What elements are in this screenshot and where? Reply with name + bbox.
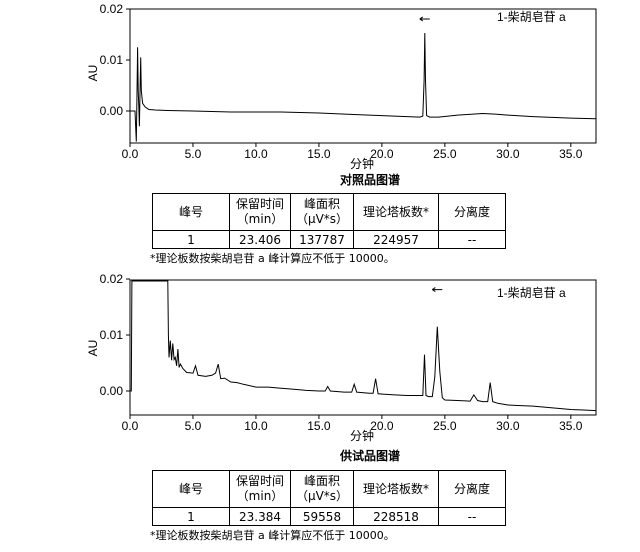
- x-tick-label: 10.0: [244, 419, 268, 433]
- header-retention-time: 保留时间 （min）: [229, 193, 291, 231]
- x-tick-label: 15.0: [307, 419, 331, 433]
- table-cell: 1: [152, 230, 230, 249]
- x-axis-label: 分钟: [350, 156, 374, 171]
- x-tick-label: 30.0: [496, 147, 520, 161]
- x-tick-label: 20.0: [370, 419, 394, 433]
- trace-line: [130, 280, 597, 412]
- table-cell: 23.384: [229, 507, 291, 526]
- x-tick-label: 25.0: [433, 419, 457, 433]
- y-tick-label: 0.00: [100, 104, 124, 118]
- x-tick-label: 5.0: [185, 419, 202, 433]
- x-tick-label: 0.0: [122, 419, 139, 433]
- x-tick-label: 5.0: [185, 147, 202, 161]
- sample-results-table: 峰号 保留时间 （min） 峰面积 （μV*s） 理论塔板数* 分离度 1 23…: [152, 470, 506, 526]
- x-tick-label: 25.0: [433, 147, 457, 161]
- plot-frame: [129, 279, 597, 416]
- reference-table-note: *理论板数按柴胡皂苷 a 峰计算应不低于 10000。: [150, 252, 395, 265]
- x-tick-label: 10.0: [244, 147, 268, 161]
- table-cell: 224957: [353, 230, 439, 249]
- table-cell: --: [438, 507, 506, 526]
- table-cell: 59558: [290, 507, 354, 526]
- y-tick-label: 0.01: [100, 328, 124, 342]
- y-tick-label: 0.02: [100, 272, 124, 286]
- table-cell: --: [438, 230, 506, 249]
- x-tick-label: 30.0: [496, 419, 520, 433]
- header-peak-area: 峰面积 （μV*s）: [290, 470, 354, 508]
- sample-table-note: *理论板数按柴胡皂苷 a 峰计算应不低于 10000。: [150, 529, 395, 542]
- peak-marker-arrow: [419, 16, 430, 22]
- reference-chart-caption: 对照品图谱: [339, 173, 400, 187]
- table-cell: 1: [152, 507, 230, 526]
- y-tick-label: 0.01: [100, 53, 124, 67]
- table-cell: 23.406: [229, 230, 291, 249]
- reference-chromatogram: 0.0 5.0 10.0 15.0 20.0 25.0 30.0 35.0 0.00 0.01 0.…: [86, 2, 597, 171]
- sample-chart-caption: 供试品图谱: [339, 449, 400, 463]
- x-tick-label: 35.0: [559, 419, 583, 433]
- header-peak-no: 峰号: [152, 470, 230, 508]
- x-tick-label: 15.0: [307, 147, 331, 161]
- x-tick-label: 20.0: [370, 147, 394, 161]
- header-theoretical-plates: 理论塔板数*: [353, 193, 439, 231]
- peak-legend-label: 1-柴胡皂苷 a: [497, 286, 566, 300]
- header-resolution: 分离度: [438, 193, 506, 231]
- plot-frame: [129, 8, 597, 144]
- header-resolution: 分离度: [438, 470, 506, 508]
- y-tick-label: 0.00: [100, 384, 124, 398]
- header-theoretical-plates: 理论塔板数*: [353, 470, 439, 508]
- trace-line: [130, 32, 597, 142]
- y-axis-label: AU: [86, 340, 100, 357]
- x-tick-label: 35.0: [559, 147, 583, 161]
- reference-results-table: 峰号 保留时间 （min） 峰面积 （μV*s） 理论塔板数* 分离度 1 23…: [152, 193, 506, 249]
- y-tick-label: 0.02: [100, 2, 124, 16]
- peak-legend-label: 1-柴胡皂苷 a: [497, 10, 566, 24]
- peak-marker-arrow: [432, 287, 443, 293]
- x-axis-label: 分钟: [350, 428, 374, 443]
- header-peak-no: 峰号: [152, 193, 230, 231]
- header-retention-time: 保留时间 （min）: [229, 470, 291, 508]
- table-cell: 228518: [353, 507, 439, 526]
- header-peak-area: 峰面积 （μV*s）: [290, 193, 354, 231]
- table-cell: 137787: [290, 230, 354, 249]
- x-tick-label: 0.0: [122, 147, 139, 161]
- y-axis-label: AU: [86, 65, 100, 82]
- sample-chromatogram: 0.0 5.0 10.0 15.0 20.0 25.0 30.0 35.0 0.00 0.01 0.…: [86, 272, 597, 443]
